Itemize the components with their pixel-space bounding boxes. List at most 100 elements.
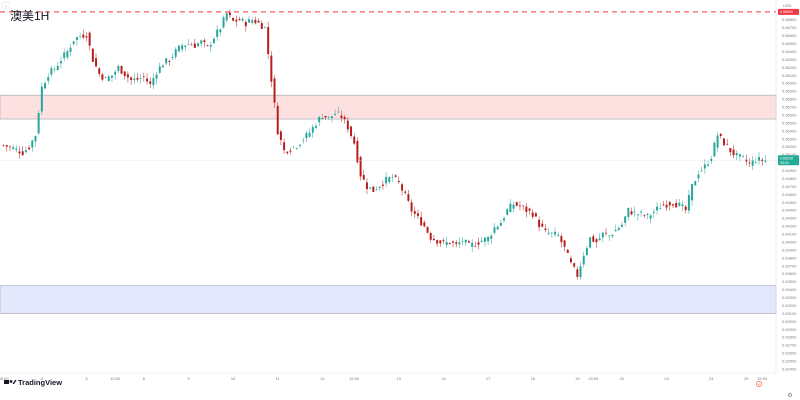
candle bbox=[203, 38, 206, 48]
candle bbox=[260, 20, 263, 29]
candle bbox=[534, 211, 537, 218]
candle bbox=[248, 16, 251, 23]
time-tick-label: 15 bbox=[397, 376, 402, 381]
candle-body bbox=[407, 194, 410, 201]
candle bbox=[168, 59, 171, 66]
candle-body bbox=[719, 133, 722, 136]
candle-body bbox=[184, 45, 187, 48]
candle bbox=[764, 155, 767, 164]
candle-body bbox=[133, 78, 136, 81]
candle-body bbox=[378, 186, 381, 188]
price-tick-label: 0.66200 bbox=[782, 65, 797, 70]
price-tick-label: 0.65600 bbox=[782, 112, 797, 117]
candle-body bbox=[82, 34, 85, 38]
candle-body bbox=[754, 162, 757, 163]
candle bbox=[365, 178, 368, 194]
candle-body bbox=[579, 266, 582, 278]
candle-body bbox=[436, 240, 439, 244]
candle bbox=[509, 199, 512, 213]
candle-body bbox=[200, 40, 203, 44]
candle bbox=[216, 25, 219, 41]
candle bbox=[722, 137, 725, 146]
candle-body bbox=[350, 126, 353, 137]
candle bbox=[15, 145, 18, 153]
settings-button[interactable]: ⚙ bbox=[787, 392, 792, 399]
candle bbox=[506, 207, 509, 216]
candle-body bbox=[295, 148, 298, 149]
candle bbox=[531, 209, 534, 219]
candle-body bbox=[44, 83, 47, 89]
collapse-control[interactable]: ⌄ bbox=[1, 1, 11, 9]
candle bbox=[426, 225, 429, 234]
candle bbox=[707, 160, 710, 167]
price-tick-label: 0.66700 bbox=[782, 25, 797, 30]
candle-body bbox=[694, 181, 697, 186]
price-tick-label: 0.64100 bbox=[782, 232, 797, 237]
candle-body bbox=[738, 154, 741, 157]
candle bbox=[758, 151, 761, 165]
price-tick-label: 0.66000 bbox=[782, 81, 797, 86]
candle-body bbox=[251, 20, 254, 23]
candle bbox=[142, 72, 145, 82]
time-tick-label: 4 bbox=[41, 376, 44, 381]
candle-body bbox=[158, 66, 161, 73]
price-tick-label: 0.63700 bbox=[782, 263, 797, 268]
price-tick-label: 0.63400 bbox=[782, 287, 797, 292]
time-axis[interactable]: 06:00 4 5 12:00 8 9 10 11 12 15:00 15 16 17 18 19 15:00… bbox=[0, 372, 776, 381]
candle bbox=[544, 224, 547, 233]
candle-body bbox=[168, 60, 171, 62]
candle-body bbox=[595, 239, 598, 243]
goto-realtime-button[interactable]: ⚡ bbox=[756, 381, 762, 387]
candle-body bbox=[640, 211, 643, 213]
candle bbox=[321, 113, 324, 120]
candle bbox=[745, 154, 748, 166]
candle-body bbox=[499, 222, 502, 226]
time-tick-label: 17 bbox=[486, 376, 491, 381]
candle bbox=[563, 240, 566, 252]
candle-body bbox=[95, 58, 98, 67]
bar-countdown: 40:01 bbox=[780, 161, 789, 165]
candle-body bbox=[238, 19, 241, 21]
candle bbox=[5, 144, 8, 152]
candle-body bbox=[244, 22, 247, 27]
candle-body bbox=[181, 45, 184, 50]
support-zone[interactable] bbox=[0, 285, 777, 314]
candle bbox=[636, 213, 639, 221]
tradingview-logo[interactable]: TradingView bbox=[4, 378, 62, 387]
candle bbox=[95, 53, 98, 68]
candle bbox=[37, 110, 40, 135]
candle bbox=[748, 158, 751, 168]
candle-body bbox=[209, 45, 212, 47]
candle bbox=[726, 138, 729, 146]
candle bbox=[146, 73, 149, 85]
candle-body bbox=[222, 17, 225, 28]
candle-body bbox=[675, 203, 678, 208]
candle bbox=[24, 146, 27, 154]
price-tick-label: 0.64500 bbox=[782, 200, 797, 205]
candle bbox=[652, 208, 655, 219]
candle-body bbox=[273, 78, 276, 103]
candle bbox=[452, 240, 455, 248]
candle bbox=[219, 28, 222, 37]
resistance-zone[interactable] bbox=[0, 94, 777, 120]
candle-body bbox=[477, 242, 480, 245]
candle bbox=[474, 241, 477, 248]
price-tick-label: 0.65100 bbox=[782, 152, 797, 157]
candle bbox=[177, 45, 180, 53]
candle bbox=[499, 219, 502, 226]
candle-body bbox=[624, 216, 627, 223]
candle bbox=[515, 201, 518, 207]
price-tick-label: 0.65300 bbox=[782, 136, 797, 141]
price-tick-label: 0.64800 bbox=[782, 176, 797, 181]
candle bbox=[324, 115, 327, 120]
candle-body bbox=[50, 68, 53, 75]
candle-body bbox=[18, 151, 21, 154]
candle-body bbox=[101, 74, 104, 80]
candle-body bbox=[503, 218, 506, 221]
candle-body bbox=[423, 222, 426, 227]
candle bbox=[401, 182, 404, 196]
candle-body bbox=[404, 191, 407, 193]
candle bbox=[334, 109, 337, 116]
